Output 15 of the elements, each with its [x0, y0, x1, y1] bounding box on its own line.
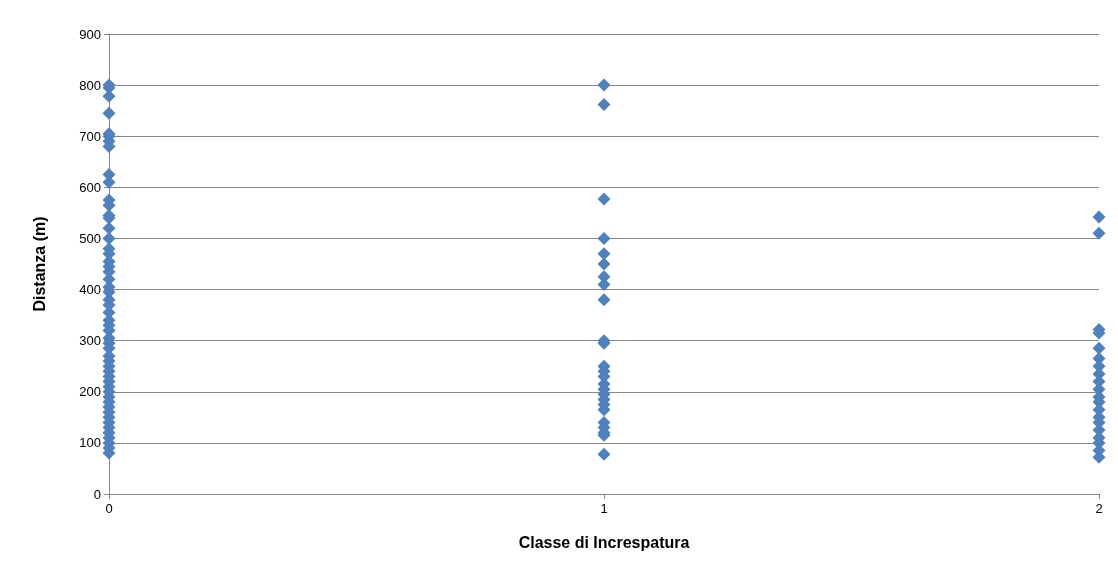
y-tick-label: 300	[79, 333, 101, 349]
y-tick-label: 200	[79, 384, 101, 400]
y-tick-label: 400	[79, 282, 101, 298]
y-tick-label: 900	[79, 26, 101, 42]
y-tick-label: 700	[79, 128, 101, 144]
y-tick-label: 800	[79, 77, 101, 93]
x-tick-label: 2	[1095, 501, 1103, 516]
y-tick-label: 0	[93, 486, 101, 502]
y-tick-label: 600	[79, 179, 101, 195]
x-tick-label: 1	[600, 501, 608, 516]
y-tick-label: 100	[79, 435, 101, 451]
x-tick-label: 0	[105, 501, 113, 516]
y-axis-title: Distanza (m)	[30, 216, 48, 312]
x-axis-title: Classe di Increspatura	[518, 533, 690, 551]
y-tick-label: 500	[79, 230, 101, 246]
